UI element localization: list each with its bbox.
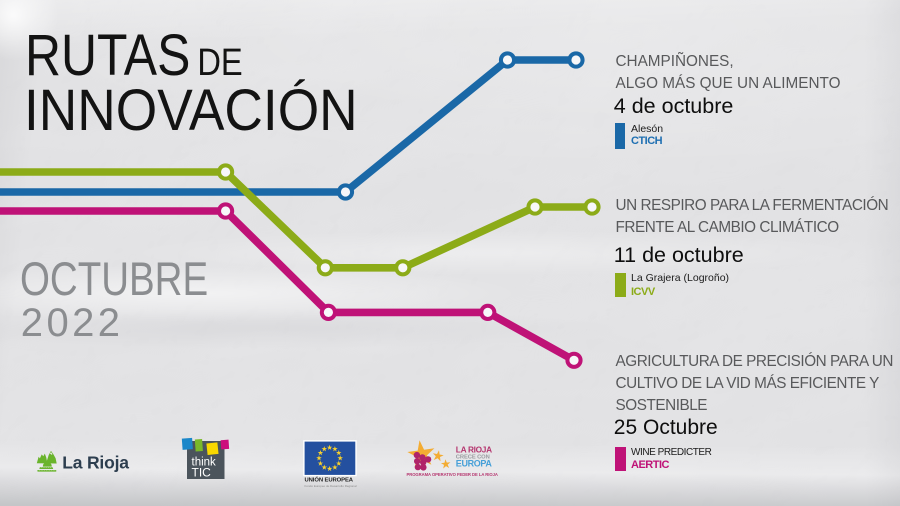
svg-text:think: think <box>192 457 217 469</box>
svg-text:CRECE CON: CRECE CON <box>456 454 490 460</box>
svg-text:EUROPA: EUROPA <box>456 459 493 469</box>
svg-text:La Rioja: La Rioja <box>62 452 129 472</box>
svg-text:PROGRAMA OPERATIVO FEDER DE LA: PROGRAMA OPERATIVO FEDER DE LA RIOJA <box>407 472 498 477</box>
svg-text:UNIÓN EUROPEA: UNIÓN EUROPEA <box>305 476 354 484</box>
svg-text:LA RIOJA: LA RIOJA <box>456 445 492 455</box>
svg-text:Fondo Europeo de Desarrollo Re: Fondo Europeo de Desarrollo Regional <box>305 484 357 488</box>
svg-text:TIC: TIC <box>192 466 212 480</box>
